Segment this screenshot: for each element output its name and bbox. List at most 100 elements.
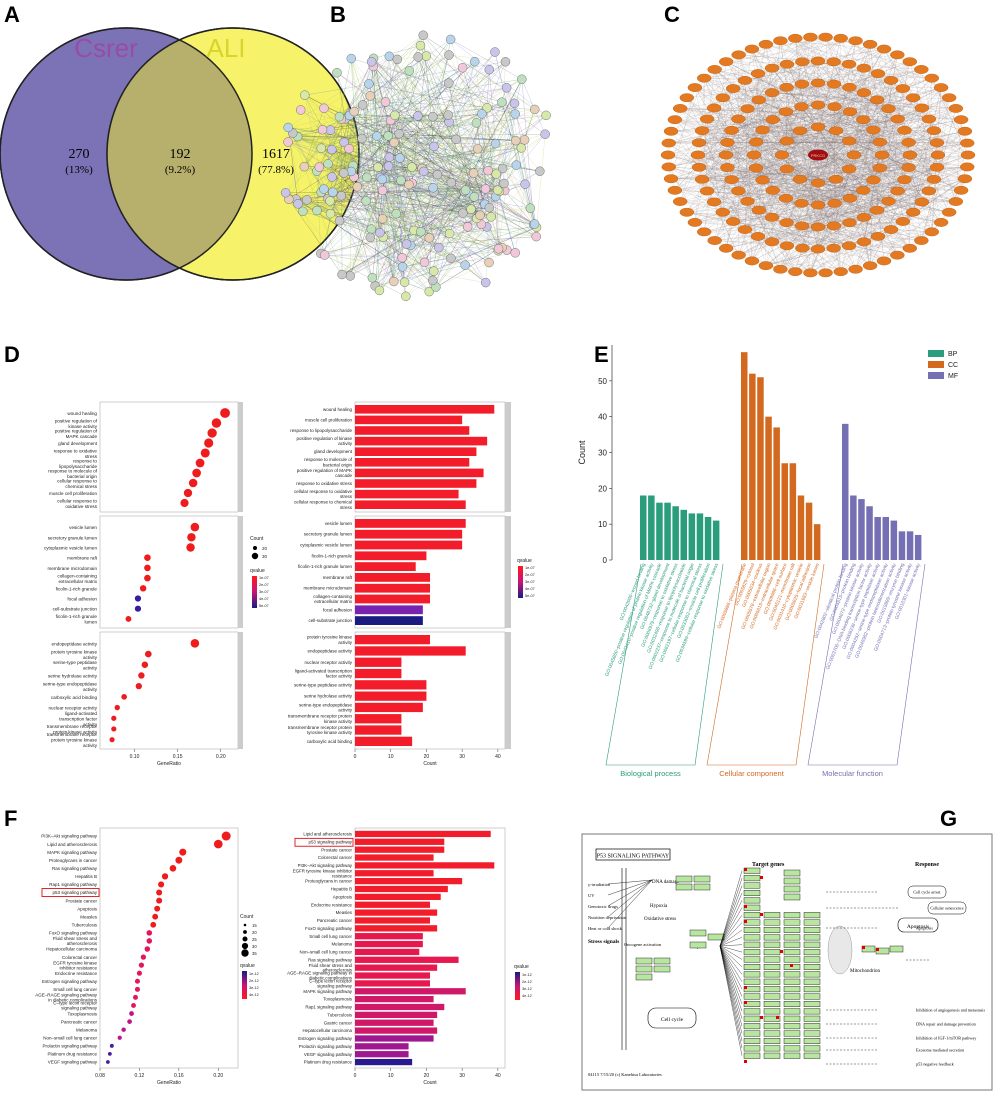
network-c-edge [698, 167, 781, 270]
network-c-edge [801, 179, 905, 204]
bar-d-xlabel: Count [423, 761, 437, 767]
pathway-response-label: Cellular senescence [930, 906, 963, 911]
network-c-node [810, 56, 826, 66]
network-b-edge [393, 227, 537, 282]
network-c-node [906, 93, 921, 103]
network-c-edge [674, 119, 880, 169]
network-c-node [842, 218, 857, 228]
network-c-edge [765, 44, 879, 237]
network-c-node [828, 174, 844, 184]
pathway-target-gene [743, 986, 761, 993]
network-c-edge [753, 154, 802, 204]
network-c-edge [726, 221, 734, 249]
network-c-edge [697, 154, 932, 233]
network-c-edge [921, 108, 956, 241]
network-b-node [501, 83, 512, 93]
network-c-edge [738, 37, 811, 256]
pathway-target-gene [803, 1030, 821, 1037]
bar-d-term-label: ficolin-1-rich granule lumen [298, 564, 353, 569]
network-c-edge [757, 73, 905, 131]
network-c-node [810, 122, 826, 132]
dot-d-term-label: kinase activity [68, 424, 97, 429]
network-c-edge [771, 241, 811, 273]
network-c-edge [756, 142, 773, 191]
bar-d-term-label: serine-type peptidase activity [294, 682, 353, 687]
pathway-target-gene [763, 919, 781, 926]
network-b-node [334, 111, 345, 122]
network-c-node [930, 150, 946, 160]
network-c-edge [701, 130, 787, 223]
network-c-edge [833, 168, 850, 226]
network-c-edge [738, 190, 850, 223]
go-e-bar [890, 520, 898, 560]
network-c-edge [799, 179, 910, 249]
network-c-node [953, 185, 969, 195]
go-e-legend-label: CC [948, 362, 958, 369]
dot-d-point [200, 448, 210, 458]
network-b-edge [385, 101, 481, 216]
network-c-edge [726, 80, 892, 249]
pathway-target-gene [743, 912, 761, 919]
bar-d-facet-strip [505, 402, 511, 512]
pathway-target-gene [763, 912, 781, 919]
bar-f-term-label: Hepatitis B [331, 887, 352, 892]
apoptosis-box [897, 917, 939, 933]
network-c-edge [756, 68, 773, 168]
pathway-red-marker [744, 1060, 747, 1063]
bar-d-term-label: positive regulation of MAPK [297, 468, 352, 473]
dot-d-term-label: activity [83, 722, 98, 727]
network-c-node [826, 221, 842, 231]
network-c-edge [772, 97, 914, 191]
network-c-node [746, 150, 762, 160]
network-c-edge [756, 141, 819, 228]
dot-d-xtick: 0.15 [173, 754, 183, 760]
pathway-target-gene [743, 927, 761, 933]
network-b-edge [288, 35, 424, 128]
network-c-node [895, 217, 911, 226]
dot-d-term-label: activity [83, 655, 98, 660]
pathway-target-gene [803, 986, 821, 993]
network-c-edge [726, 140, 787, 249]
network-c-node [690, 150, 706, 160]
bar-f-term-label: Ras signaling pathway [308, 957, 353, 962]
network-c-edge [758, 179, 905, 211]
dot-d-xlabel: GeneRatio [157, 761, 181, 767]
network-b-edge [321, 45, 421, 193]
pathway-target-gene [803, 964, 821, 970]
network-c-node [818, 32, 833, 42]
network-c-edge [738, 118, 835, 204]
network-c-edge [674, 119, 892, 230]
network-b-node [484, 202, 495, 213]
network-c-node [724, 175, 739, 185]
pathway-red-marker [744, 1001, 747, 1004]
network-c-edge [890, 118, 898, 230]
bar-f-bar [355, 917, 430, 924]
network-c-edge [738, 203, 835, 256]
network-b-node [482, 103, 492, 113]
network-b-edge [322, 129, 496, 197]
network-c-edge [873, 118, 929, 131]
network-c-edge [876, 99, 905, 180]
dot-f-term-label: AGE–RAGE signaling pathway [35, 993, 98, 998]
dot-d-point [207, 428, 217, 438]
network-c-node [897, 175, 912, 185]
network-b-edge [481, 113, 531, 209]
network-c-edge [834, 64, 850, 107]
pathway-target-gene [783, 927, 801, 933]
network-c-node [914, 103, 930, 113]
network-c-node [906, 207, 921, 217]
network-c-edge [694, 87, 851, 112]
network-c-edge [771, 118, 929, 242]
network-c-edge [888, 80, 892, 202]
network-c-edge [772, 179, 934, 242]
network-c-node [679, 93, 695, 103]
pathway-red-marker [744, 986, 747, 989]
network-c-edge [879, 108, 889, 143]
bar-f-q-value: 3e-12 [522, 987, 532, 991]
network-c-edge [810, 97, 950, 273]
network-c-node [833, 33, 848, 43]
network-c-edge [731, 179, 787, 199]
network-b-edge [382, 103, 515, 219]
go-e-bar [656, 502, 663, 560]
